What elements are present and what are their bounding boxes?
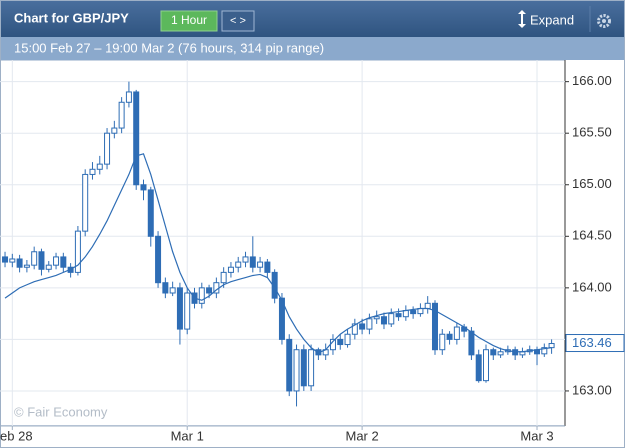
y-tick-label: 165.50 — [572, 125, 612, 140]
candle-body — [206, 287, 213, 294]
candle-body — [308, 349, 315, 387]
gear-teeth[interactable] — [597, 14, 611, 28]
timeframe-label[interactable]: 1 Hour — [171, 13, 207, 27]
candle-body — [402, 310, 409, 318]
candle-body — [249, 256, 256, 268]
candle-body — [388, 313, 395, 325]
gear-hub[interactable] — [602, 19, 606, 23]
candle-body — [468, 330, 475, 356]
expand-icon[interactable] — [518, 10, 526, 28]
candle-body — [220, 271, 227, 284]
candle-body — [23, 264, 30, 268]
candle-body — [264, 261, 271, 273]
subtitle-bar — [0, 37, 625, 60]
candle-body — [125, 91, 132, 103]
candle-body — [140, 184, 147, 191]
candle-body — [242, 256, 249, 263]
nav-label[interactable]: < > — [230, 15, 246, 27]
candle-body — [155, 235, 162, 284]
candle-body — [410, 310, 417, 315]
x-tick-label: Feb 28 — [0, 428, 33, 443]
candle-body — [497, 351, 504, 356]
candle-body — [2, 256, 9, 263]
candle-body — [446, 333, 453, 340]
y-tick-label: 163.00 — [572, 382, 612, 397]
candle-body — [286, 338, 293, 392]
candle-body — [380, 316, 387, 325]
grid — [0, 60, 565, 426]
candle-body — [31, 251, 38, 266]
candle-body — [133, 91, 140, 186]
expand-label[interactable]: Expand — [530, 12, 574, 27]
y-tick-label: 166.00 — [572, 73, 612, 88]
candle-body — [278, 297, 285, 340]
candle-body — [359, 323, 366, 330]
candle-body — [104, 132, 111, 165]
candle-body — [257, 261, 264, 268]
candle-body — [235, 261, 242, 268]
axes: 163.00163.50164.00164.50165.00165.50166.… — [0, 73, 625, 443]
moving-average-line — [4, 153, 552, 354]
y-tick-label: 165.00 — [572, 176, 612, 191]
x-tick-label: Mar 2 — [345, 428, 378, 443]
x-tick-label: Mar 1 — [171, 428, 204, 443]
candle-body — [118, 101, 125, 129]
candle-body — [82, 173, 89, 232]
candle-body — [483, 349, 490, 382]
candle-body — [475, 354, 482, 382]
candle-body — [16, 258, 23, 268]
candle-body — [111, 127, 118, 134]
candle-body — [162, 282, 169, 294]
y-tick-label: 164.50 — [572, 228, 612, 243]
candle-body — [198, 287, 205, 304]
candle-body — [184, 292, 191, 330]
candle-body — [9, 258, 16, 263]
header-bar — [0, 0, 625, 37]
last-price-label: 163.46 — [572, 335, 612, 350]
candle-body — [89, 168, 96, 175]
candle-body — [38, 251, 45, 270]
last-price-box — [565, 334, 625, 353]
candle-body — [300, 349, 307, 387]
candle-body — [439, 333, 446, 351]
candle-body — [60, 256, 67, 268]
candle-body — [169, 287, 176, 294]
candle-body — [45, 264, 52, 270]
candle-body — [53, 256, 60, 266]
nav-button[interactable] — [221, 10, 255, 32]
candle-body — [490, 349, 497, 356]
subtitle: 15:00 Feb 27 – 19:00 Mar 2 (76 hours, 31… — [14, 40, 324, 55]
x-tick-label: Mar 3 — [520, 428, 553, 443]
candle-body — [293, 349, 300, 392]
candle-body — [147, 189, 154, 237]
plot — [2, 81, 555, 407]
candle-body — [373, 316, 380, 320]
candle-body — [453, 326, 460, 340]
candle-body — [541, 347, 548, 355]
candle-body — [74, 230, 81, 273]
candle-body — [96, 163, 103, 170]
candle-body — [351, 323, 358, 335]
candle-body — [337, 338, 344, 346]
settings-icon[interactable] — [597, 14, 611, 28]
candle-body — [395, 313, 402, 318]
candle-body — [424, 302, 431, 309]
chart-title: Chart for GBP/JPY — [14, 10, 129, 25]
candle-body — [227, 266, 234, 273]
candle-body — [548, 343, 555, 349]
timeframe-button[interactable] — [160, 10, 218, 32]
y-tick-label: 164.00 — [572, 279, 612, 294]
candle-body — [431, 302, 438, 351]
candle-body — [344, 333, 351, 346]
candle-body — [176, 287, 183, 330]
watermark: © Fair Economy — [14, 404, 108, 419]
candle-body — [366, 318, 373, 330]
